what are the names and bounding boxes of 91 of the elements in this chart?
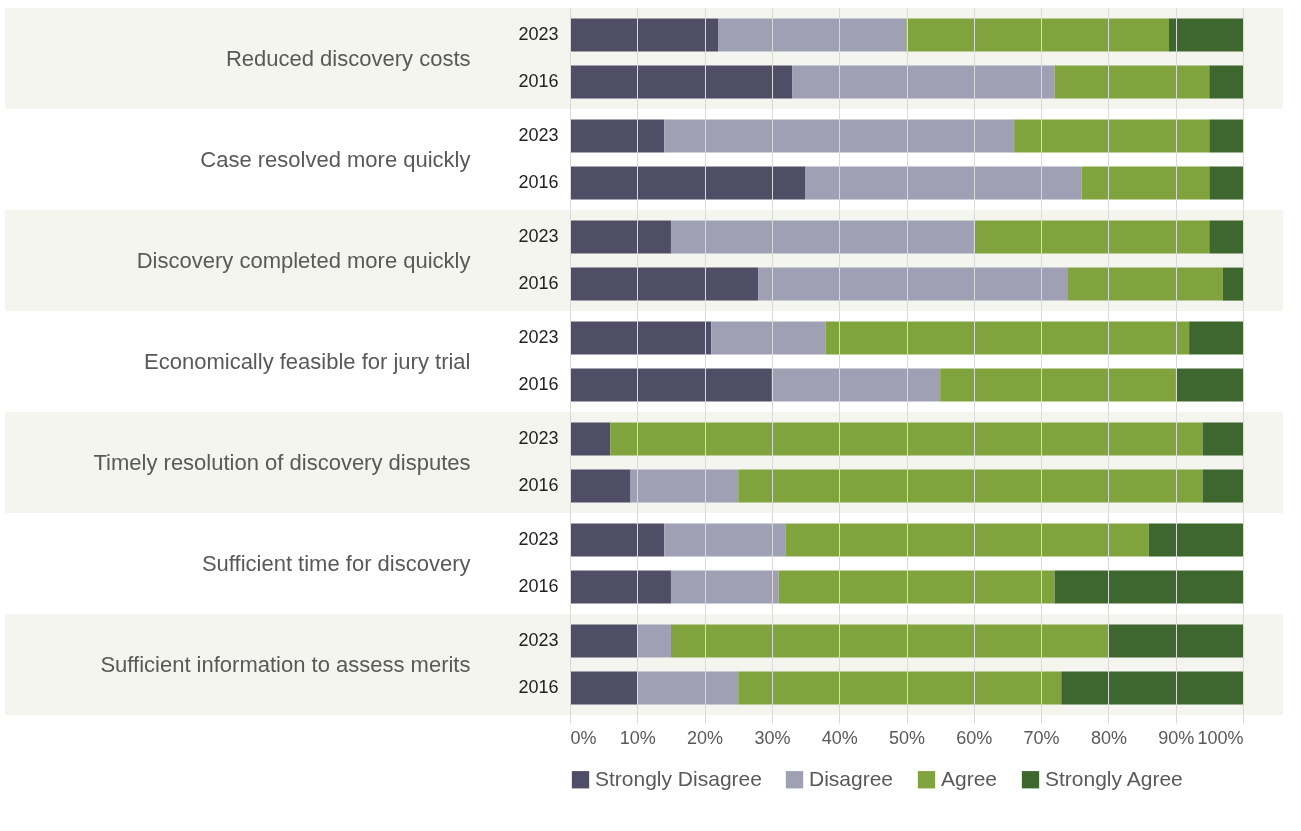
y-axis-title: Discovery completed more quickly [136,248,471,273]
bar [1202,422,1243,456]
y-tick-label: 2023 [518,326,559,347]
bar [1175,368,1243,402]
bar [1054,570,1243,604]
bar [906,18,1169,52]
bar [570,267,759,301]
bar [630,469,739,503]
bar [570,422,611,456]
x-tick-label: 90% [1158,727,1195,748]
bar [785,523,1149,557]
bar [825,321,1190,355]
x-tick-label: 0% [570,727,597,748]
y-tick-label: 2016 [518,71,559,92]
y-axis-title: Economically feasible for jury trial [144,349,471,374]
y-tick-label: 2023 [518,427,559,448]
bar [1068,267,1223,301]
bar [771,368,941,402]
y-tick-label: 2023 [518,23,559,44]
y-tick-label: 2016 [518,677,559,698]
y-axis-title: Reduced discovery costs [225,46,471,71]
bar [637,624,671,658]
y-axis-title: Sufficient information to assess merits [100,652,471,677]
y-tick-label: 2016 [518,475,559,496]
bar [940,368,1176,402]
bar [973,220,1210,254]
bar [1209,65,1243,99]
bar [570,220,671,254]
bar [570,65,793,99]
bar [805,166,1082,200]
bar [1108,624,1243,658]
bar [792,65,1055,99]
bar [670,570,779,604]
bar [570,624,638,658]
y-tick-label: 2023 [518,225,559,246]
bar [1209,166,1243,200]
bar [664,523,786,557]
x-tick-label: 20% [687,727,724,748]
bar [1054,65,1210,99]
bar [570,671,638,705]
bar [738,671,1062,705]
bar [570,18,719,52]
bar [570,119,665,153]
bar [610,422,1203,456]
bar [570,523,665,557]
bar [1209,220,1243,254]
y-tick-label: 2023 [518,629,559,650]
bar [1014,119,1210,153]
legend-label: Strongly Agree [1045,766,1183,790]
bar [718,18,907,52]
y-tick-label: 2016 [518,576,559,597]
bar [670,220,974,254]
y-axis-title: Timely resolution of discovery disputes [93,450,471,475]
bar [570,469,631,503]
bar [570,368,772,402]
bar [758,267,1069,301]
y-tick-label: 2023 [518,528,559,549]
bar [1202,469,1243,503]
x-tick-label: 80% [1090,727,1127,748]
bar [570,570,671,604]
bar [570,166,806,200]
bar [1061,671,1243,705]
bar [1081,166,1210,200]
legend-label: Strongly Disagree [595,766,762,790]
legend-label: Disagree [809,766,894,790]
bar [1209,119,1243,153]
y-tick-label: 2023 [518,124,559,145]
x-tick-label: 30% [754,727,791,748]
x-tick-label: 60% [956,727,993,748]
bar [1168,18,1243,52]
bar [570,321,712,355]
x-tick-label: 100% [1197,727,1244,748]
y-tick-label: 2016 [518,374,559,395]
y-tick-label: 2016 [518,273,559,294]
bar [1148,523,1243,557]
bar [664,119,1015,153]
y-tick-label: 2016 [518,172,559,193]
bar [637,671,739,705]
bar [1222,267,1243,301]
x-tick-label: 70% [1023,727,1060,748]
bar [778,570,1055,604]
bar [738,469,1203,503]
y-axis-title: Sufficient time for discovery [201,551,471,576]
x-tick-label: 10% [619,727,656,748]
x-tick-label: 40% [821,727,858,748]
legend-label: Agree [941,766,998,790]
x-tick-label: 50% [888,727,926,748]
bar [1189,321,1243,355]
bar [670,624,1109,658]
y-axis-title: Case resolved more quickly [200,147,471,172]
bar [711,321,826,355]
